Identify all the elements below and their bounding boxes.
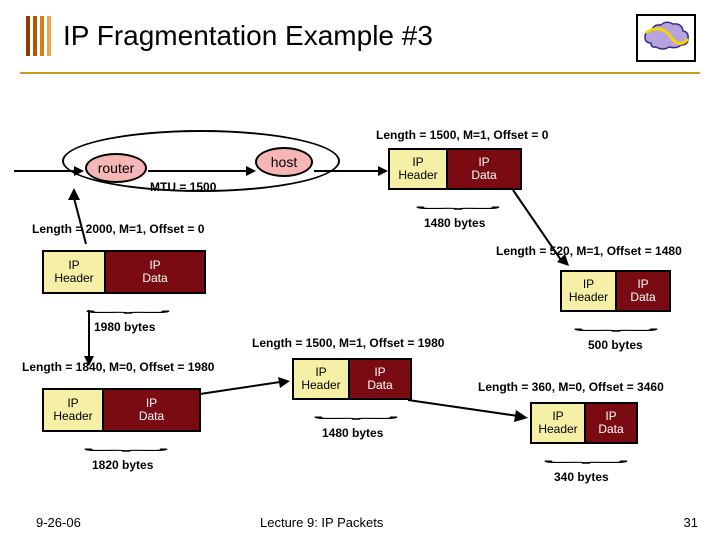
- p6-bytes: 340 bytes: [554, 470, 609, 484]
- p1-block: IPHeader IPData: [388, 148, 522, 190]
- p1-bytes: 1480 bytes: [424, 216, 485, 230]
- p2-block: IPHeader IPData: [42, 250, 206, 294]
- p2-bytes: 1980 bytes: [94, 320, 155, 334]
- p5-caption: Length = 1500, M=1, Offset = 1980: [252, 336, 444, 350]
- p1-data: IPData: [448, 150, 520, 188]
- p3-bytes: 500 bytes: [588, 338, 643, 352]
- title-underline: [20, 72, 700, 74]
- p2-data: IPData: [106, 252, 204, 292]
- network-cloud-icon: [636, 14, 696, 62]
- arrow-in-router: [14, 165, 86, 177]
- p1-header: IPHeader: [390, 150, 448, 188]
- host-label: host: [271, 154, 297, 170]
- arrow-p1-p3: [513, 190, 573, 270]
- p4-header: IPHeader: [44, 390, 104, 430]
- arrow-p4-p5: [200, 378, 292, 398]
- p2-header: IPHeader: [44, 252, 106, 292]
- p6-header: IPHeader: [532, 404, 586, 442]
- p1-caption: Length = 1500, M=1, Offset = 0: [376, 128, 548, 142]
- title-accent-bars: [26, 16, 51, 56]
- p3-header: IPHeader: [562, 272, 617, 310]
- page-title: IP Fragmentation Example #3: [63, 20, 433, 52]
- p4-data: IPData: [104, 390, 199, 430]
- page-number: 31: [684, 515, 698, 530]
- p5-block: IPHeader IPData: [292, 358, 412, 400]
- p3-caption: Length = 520, M=1, Offset = 1480: [496, 244, 682, 258]
- arrow-host-p1: [314, 165, 390, 177]
- p3-block: IPHeader IPData: [560, 270, 671, 312]
- mtu-label: MTU = 1500: [150, 180, 216, 194]
- p6-caption: Length = 360, M=0, Offset = 3460: [478, 380, 664, 394]
- arrow-p5-p6: [408, 398, 530, 422]
- p5-data: IPData: [350, 360, 410, 398]
- p5-bytes: 1480 bytes: [322, 426, 383, 440]
- p6-data: IPData: [586, 404, 636, 442]
- router-node: router: [85, 153, 147, 183]
- p2-caption: Length = 2000, M=1, Offset = 0: [32, 222, 204, 236]
- footer-date: 9-26-06: [36, 515, 81, 530]
- host-node: host: [255, 147, 313, 177]
- p5-header: IPHeader: [294, 360, 350, 398]
- p3-data: IPData: [617, 272, 669, 310]
- p4-block: IPHeader IPData: [42, 388, 201, 432]
- arrow-router-host: [148, 165, 258, 177]
- p6-block: IPHeader IPData: [530, 402, 638, 444]
- p4-caption: Length = 1840, M=0, Offset = 1980: [22, 360, 214, 374]
- router-label: router: [98, 160, 135, 176]
- p4-bytes: 1820 bytes: [92, 458, 153, 472]
- footer-title: Lecture 9: IP Packets: [260, 515, 383, 530]
